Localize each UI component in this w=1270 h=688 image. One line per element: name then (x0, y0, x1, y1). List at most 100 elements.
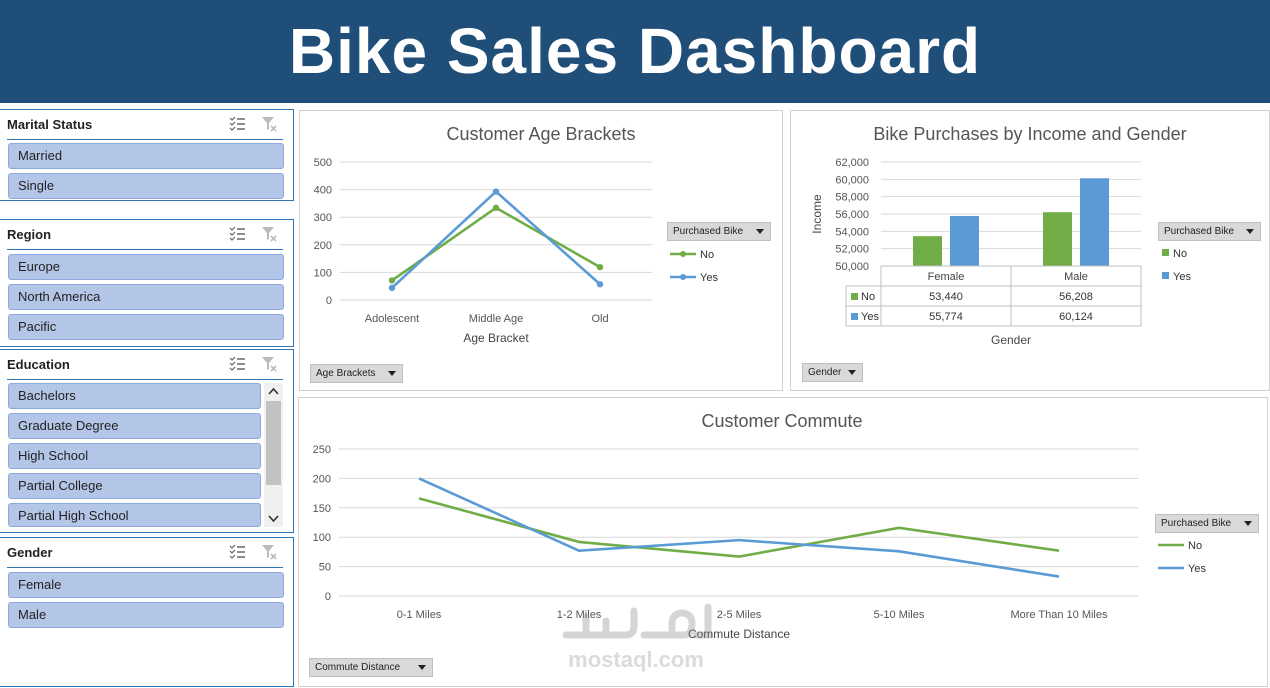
x-tick-label: Middle Age (469, 313, 523, 325)
data-point-no (596, 263, 604, 271)
multi-select-icon[interactable] (229, 226, 245, 241)
slicer-item-bachelors[interactable]: Bachelors (8, 383, 261, 409)
chart-title: Customer Commute (701, 411, 863, 431)
multi-select-icon[interactable] (229, 544, 245, 559)
field-button-commute-distance[interactable]: Commute Distance (309, 658, 433, 677)
y-tick-label: 300 (314, 212, 332, 224)
legend-field-button[interactable]: Purchased Bike (667, 222, 771, 241)
income-gender-chart: 50,000 52,000 54,000 56,000 58,000 60,000 62,0… (810, 157, 1191, 347)
y-tick-label: 0 (325, 591, 331, 603)
slicer-item-high-school[interactable]: High School (8, 443, 261, 469)
field-button-age-brackets[interactable]: Age Brackets (310, 364, 403, 383)
series-line-no (391, 206, 601, 282)
y-tick-label: 200 (313, 473, 331, 485)
y-tick-label: 60,000 (835, 174, 869, 186)
slicer-item-male[interactable]: Male (8, 602, 284, 628)
age-brackets-chart: 0 100 200 300 400 500 Adolescent Middle Age Old A… (314, 157, 719, 345)
field-button-label: Purchased Bike (673, 226, 744, 237)
dropdown-arrow-icon (1246, 229, 1254, 234)
legend-field-button[interactable]: Purchased Bike (1155, 514, 1259, 533)
bar-yes (950, 215, 979, 266)
slicer-education: Education Bachelors Graduate Degree High… (0, 349, 294, 533)
clear-filter-icon[interactable] (261, 544, 277, 560)
x-tick-label: 2-5 Miles (717, 609, 762, 621)
y-tick-label: 100 (313, 532, 331, 544)
slicer-item-europe[interactable]: Europe (8, 254, 284, 280)
slicer-header: Marital Status (7, 110, 283, 140)
multi-select-icon[interactable] (229, 116, 245, 131)
bar-yes (1080, 178, 1109, 266)
slicer-item-single[interactable]: Single (8, 173, 284, 199)
legend-marker-yes (680, 274, 686, 280)
legend-swatch-no (1162, 249, 1169, 256)
slicer-header: Region (7, 220, 283, 250)
legend-label-yes: Yes (700, 272, 718, 284)
data-point-no (492, 204, 500, 212)
y-tick-label: 58,000 (835, 192, 869, 204)
bar-no (913, 236, 942, 266)
slicer-item-married[interactable]: Married (8, 143, 284, 169)
clear-filter-icon[interactable] (261, 226, 277, 242)
field-button-label: Commute Distance (315, 662, 401, 673)
income-gender-chart-panel: Bike Purchases by Income and Gender 50,0… (790, 110, 1270, 391)
scroll-up-icon[interactable] (264, 383, 283, 399)
x-tick-label: Adolescent (365, 313, 419, 325)
legend-marker-no (680, 251, 686, 257)
dropdown-arrow-icon (388, 371, 396, 376)
slicer-gender: Gender Female Male (0, 537, 294, 687)
slicer-header: Education (7, 350, 283, 380)
dropdown-arrow-icon (848, 370, 856, 375)
commute-chart-panel: Customer Commute 0 50 100 150 200 250 0-1 Mile… (298, 397, 1268, 687)
table-series-label: No (861, 291, 875, 303)
y-tick-label: 500 (314, 157, 332, 169)
y-tick-label: 400 (314, 185, 332, 197)
table-value: 56,208 (1059, 291, 1093, 303)
legend-label-no: No (1173, 248, 1187, 260)
x-tick-label: Old (591, 313, 608, 325)
legend-label-no: No (1188, 540, 1202, 552)
x-axis-label: Commute Distance (688, 627, 790, 641)
slicer-title: Gender (7, 545, 53, 560)
scroll-down-icon[interactable] (264, 511, 283, 527)
chart-title: Bike Purchases by Income and Gender (873, 124, 1187, 144)
bar-no (1043, 212, 1072, 266)
table-series-label: Yes (861, 311, 879, 323)
slicer-item-partial-college[interactable]: Partial College (8, 473, 261, 499)
field-button-label: Purchased Bike (1164, 226, 1235, 237)
dropdown-arrow-icon (756, 229, 764, 234)
series-line-yes (418, 477, 1060, 578)
legend-label-no: No (700, 249, 714, 261)
field-button-label: Purchased Bike (1161, 518, 1232, 529)
table-swatch-no (851, 293, 858, 300)
data-point-yes (388, 284, 396, 292)
clear-filter-icon[interactable] (261, 116, 277, 132)
slicer-item-partial-high-school[interactable]: Partial High School (8, 503, 261, 527)
chart-title: Customer Age Brackets (446, 124, 636, 144)
age-brackets-chart-panel: Customer Age Brackets 0 100 200 300 400 500 Ad… (299, 110, 783, 391)
y-tick-label: 50,000 (835, 261, 869, 273)
x-tick-label: More Than 10 Miles (1010, 609, 1108, 621)
slicer-title: Marital Status (7, 117, 93, 132)
field-button-label: Gender (808, 367, 842, 378)
field-button-gender[interactable]: Gender (802, 363, 863, 382)
slicer-item-graduate-degree[interactable]: Graduate Degree (8, 413, 261, 439)
table-value: 53,440 (929, 291, 963, 303)
data-point-no (388, 277, 396, 284)
y-tick-label: 50 (319, 562, 331, 574)
slicer-item-pacific[interactable]: Pacific (8, 314, 284, 340)
field-button-label: Age Brackets (316, 368, 376, 379)
slicer-header: Gender (7, 538, 283, 568)
scroll-thumb[interactable] (266, 401, 281, 485)
legend-label-yes: Yes (1173, 271, 1191, 283)
slicer-scrollbar[interactable] (264, 383, 283, 527)
slicer-item-north-america[interactable]: North America (8, 284, 284, 310)
slicer-title: Education (7, 357, 70, 372)
x-axis-label: Age Bracket (463, 331, 529, 345)
clear-filter-icon[interactable] (261, 356, 277, 372)
legend-field-button[interactable]: Purchased Bike (1158, 222, 1261, 241)
multi-select-icon[interactable] (229, 356, 245, 371)
y-tick-label: 62,000 (835, 157, 869, 169)
slicer-item-female[interactable]: Female (8, 572, 284, 598)
table-value: 60,124 (1059, 311, 1093, 323)
series-line-no (418, 497, 1060, 558)
